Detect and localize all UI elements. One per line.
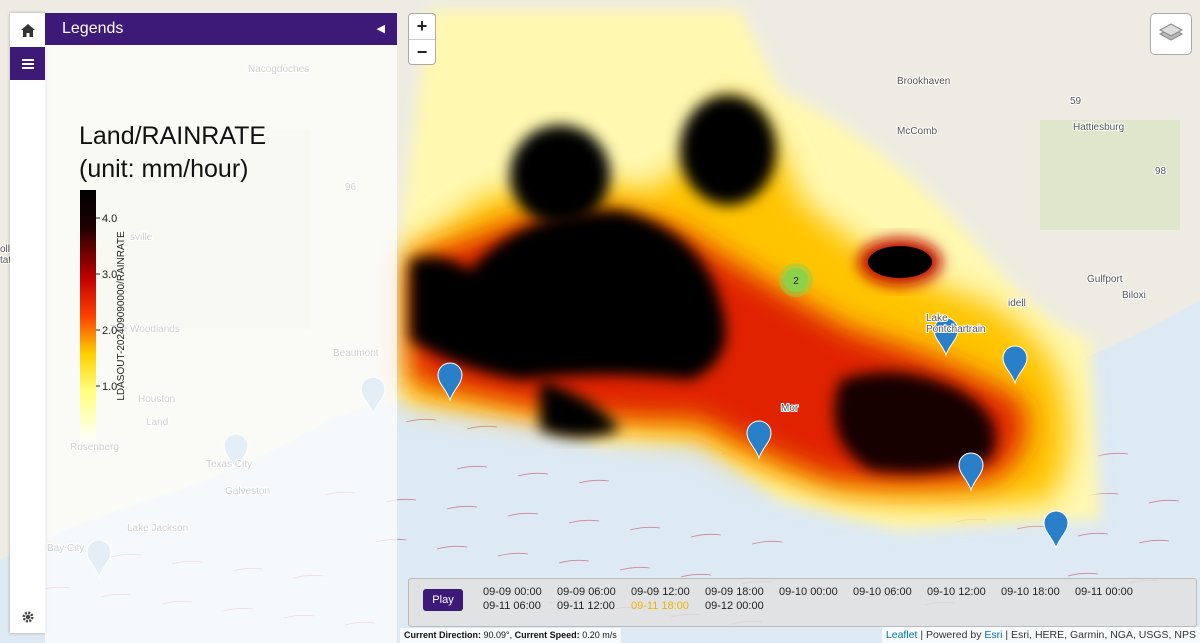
gear-icon [22, 611, 33, 623]
colorbar-tick-label: 4.0 [102, 213, 117, 225]
settings-button[interactable] [10, 603, 45, 631]
map-marker [746, 420, 772, 460]
place-label: 59 [1070, 96, 1082, 107]
place-label: Pontchartrain [926, 324, 985, 335]
legend-panel: Legends ◀ Land/RAINRATE (unit: mm/hour) LD… [45, 13, 397, 643]
time-step[interactable]: 09-10 00:00 [779, 586, 838, 598]
menu-icon [21, 58, 34, 69]
streamline [690, 533, 722, 538]
cluster-count: 2 [793, 276, 799, 287]
time-step[interactable]: 09-11 18:00 [631, 600, 689, 612]
streamline [405, 418, 437, 423]
streamline [466, 425, 498, 430]
place-label: Biloxi [1122, 290, 1146, 301]
place-label: idell [1008, 298, 1026, 309]
colorbar-ramp [80, 190, 96, 442]
direction-label: Current Direction: [404, 630, 482, 640]
time-step[interactable]: 09-09 18:00 [705, 586, 764, 598]
zoom-control: + − [408, 13, 436, 65]
streamline [1077, 532, 1109, 537]
streamline [751, 540, 783, 545]
streamline [1067, 572, 1099, 577]
place-label: Hattiesburg [1073, 122, 1124, 133]
zoom-out[interactable]: − [416, 42, 428, 62]
map-marker [437, 362, 463, 402]
cluster[interactable] [784, 268, 808, 292]
time-step[interactable]: 09-10 12:00 [927, 586, 986, 598]
time-step[interactable]: 09-10 18:00 [1001, 586, 1060, 598]
streamline [1097, 452, 1129, 457]
speed-label: Current Speed: [514, 630, 580, 640]
streamline [1148, 499, 1180, 504]
colorbar-tick-label: 3.0 [102, 269, 117, 281]
legend-header-text: Legends [62, 20, 124, 37]
sidebar [10, 13, 46, 633]
streamline [568, 519, 600, 524]
place-label: Lake [926, 313, 948, 324]
time-step[interactable]: 09-10 06:00 [853, 586, 912, 598]
streamline [517, 472, 549, 477]
esri-link[interactable]: Esri [984, 629, 1003, 641]
time-step[interactable]: 09-09 12:00 [631, 586, 690, 598]
forest [1040, 120, 1180, 230]
map-marker [933, 317, 959, 357]
powered-text: | Powered by [920, 629, 982, 641]
time-step[interactable]: 09-11 00:00 [1075, 586, 1133, 598]
streamline [619, 566, 651, 571]
streamline [1138, 539, 1170, 544]
map-marker [1043, 510, 1069, 550]
colorbar-tick-label: 2.0 [102, 325, 117, 337]
time-step[interactable]: 09-11 06:00 [483, 600, 541, 612]
layers-control[interactable] [1150, 13, 1192, 55]
colorbar: LDASOUT-202409090000/RAINRATE 4.0 3.0 2.0 1… [80, 190, 127, 442]
timeline-control: Play 09-09 00:00 09-09 06:00 09-09 12:00 09… [408, 578, 1197, 627]
streamline [456, 465, 488, 470]
leaflet-link[interactable]: Leaflet [885, 629, 918, 641]
rain-overlay [400, 10, 1100, 530]
time-step[interactable]: 09-11 12:00 [557, 600, 615, 612]
place-label: 98 [1155, 166, 1167, 177]
streamline [497, 552, 529, 557]
streamline [558, 559, 590, 564]
place-label: Brookhaven [897, 76, 950, 87]
place-label: Gulfport [1087, 274, 1123, 285]
layers-icon [1158, 23, 1184, 41]
streamline [446, 505, 478, 510]
map-marker [1002, 345, 1028, 385]
menu-button[interactable] [10, 47, 45, 80]
streamline [507, 512, 539, 517]
streamline [436, 545, 468, 550]
legend-unit: (unit: mm/hour) [79, 155, 249, 183]
legend-header[interactable]: Legends ◀ [45, 13, 397, 45]
legend-title-text: Land/RAINRATE [79, 122, 267, 150]
colorbar-label: LDASOUT-202409090000/RAINRATE [116, 231, 127, 401]
home-icon [20, 23, 35, 37]
map-marker [958, 452, 984, 492]
time-step[interactable]: 09-09 06:00 [557, 586, 616, 598]
collapse-arrow[interactable]: ◀ [376, 23, 385, 35]
time-step[interactable]: 09-12 00:00 [705, 600, 764, 612]
attribution: Leaflet | Powered by Esri | Esri, HERE, … [881, 627, 1200, 643]
zoom-in[interactable]: + [409, 14, 435, 40]
streamline [629, 526, 661, 531]
direction-value: 90.09°, [483, 630, 513, 640]
status-bar: Current Direction: 90.09°, Current Speed… [400, 628, 621, 643]
streamline [680, 573, 712, 578]
place-label: McComb [897, 126, 937, 137]
colorbar-tick-label: 1.0 [102, 381, 117, 393]
time-step[interactable]: 09-09 00:00 [483, 586, 542, 598]
speed-value: 0.20 m/s [582, 630, 617, 640]
play-button[interactable]: Play [423, 589, 463, 611]
streamline [578, 479, 610, 484]
place-label: Mor [781, 403, 799, 414]
home-button[interactable] [10, 13, 45, 48]
sources-text: | Esri, HERE, Garmin, NGA, USGS, NPS [1005, 629, 1196, 641]
legend-title: Land/RAINRATE (unit: mm/hour) [79, 120, 266, 186]
